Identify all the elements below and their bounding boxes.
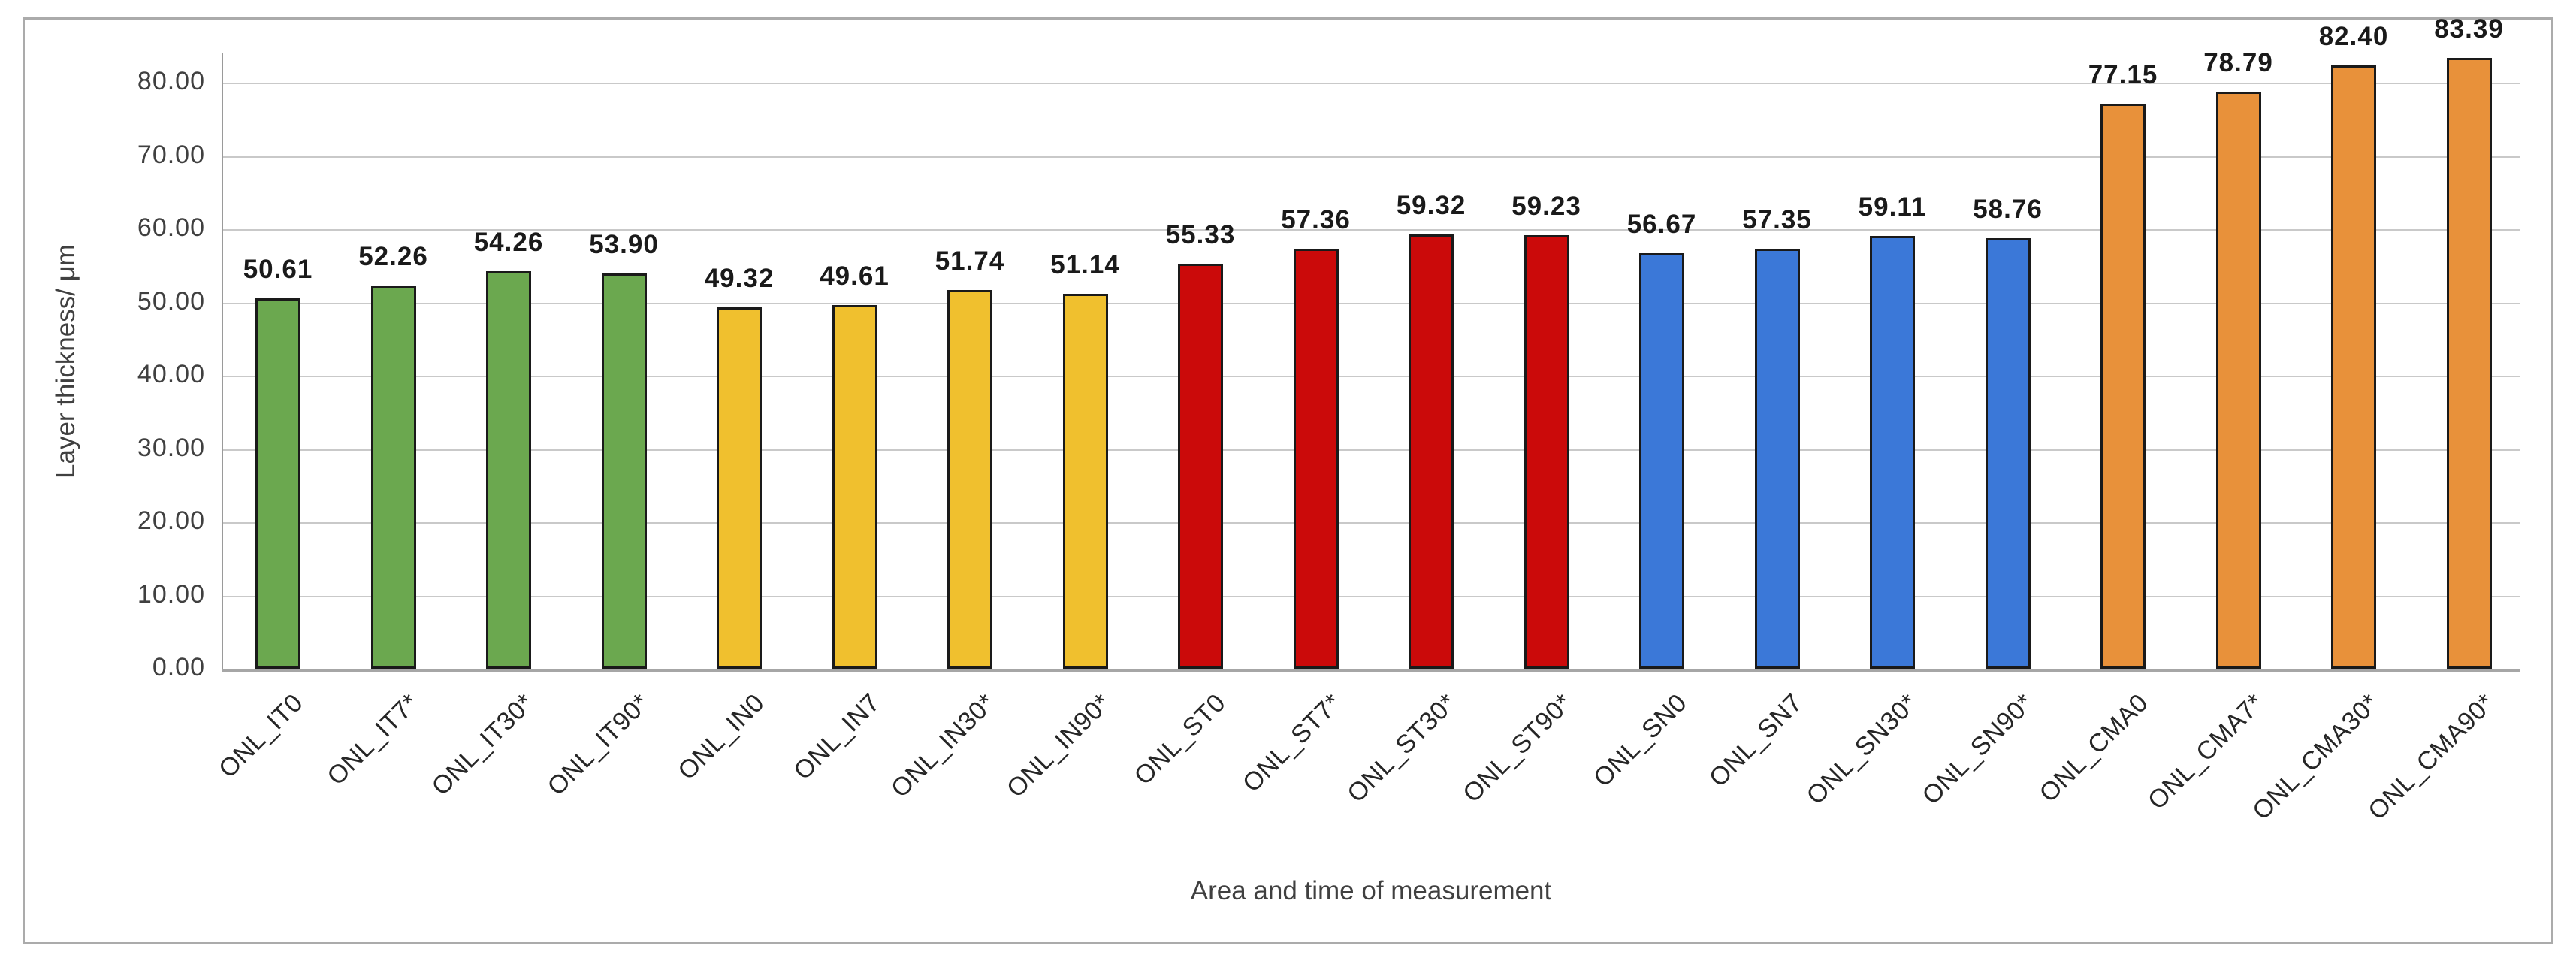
bar-ONL_IN30*	[947, 289, 992, 669]
bar-ONL_IT30*	[486, 270, 531, 669]
bar-ONL_CMA0	[2100, 103, 2146, 669]
bar-value-label: 53.90	[589, 230, 659, 260]
bar-value-label: 59.11	[1858, 192, 1927, 222]
gridline	[222, 522, 2520, 524]
bar-value-label: 52.26	[358, 242, 428, 272]
bar-value-label: 57.35	[1742, 204, 1812, 234]
y-axis-tick-label: 40.00	[137, 360, 205, 388]
bar-ONL_ST7*	[1293, 248, 1339, 669]
gridline	[222, 449, 2520, 451]
y-axis-tick-label: 0.00	[152, 653, 205, 681]
bar-ONL_IT0	[255, 298, 300, 669]
bar-value-label: 49.61	[820, 261, 889, 292]
y-axis-tick-label: 60.00	[137, 213, 205, 242]
gridline	[222, 83, 2520, 84]
bar-value-label: 54.26	[473, 227, 544, 257]
bar-ONL_CMA90*	[2446, 57, 2492, 669]
bar-value-label: 59.23	[1511, 191, 1581, 221]
bar-value-label: 58.76	[1973, 195, 2043, 225]
x-axis-line	[222, 669, 2520, 672]
bar-ONL_SN30*	[1870, 235, 1915, 669]
bar-value-label: 50.61	[243, 254, 313, 284]
bar-ONL_IN7	[832, 305, 877, 669]
bar-ONL_ST30*	[1409, 234, 1454, 669]
bar-value-label: 55.33	[1165, 219, 1236, 249]
y-axis-tick-label: 10.00	[137, 579, 205, 609]
y-axis-title: Layer thickness/ μm	[51, 244, 80, 479]
bar-ONL_IT90*	[601, 273, 647, 669]
bar-ONL_SN0	[1639, 253, 1684, 669]
gridline	[222, 302, 2520, 304]
bar-ONL_IT7*	[370, 286, 416, 669]
chart-frame: 50.61 52.26 54.26 53.90 49.32 49.61 51.74 51.14…	[23, 14, 2553, 944]
gridline	[222, 595, 2520, 597]
bar-value-label: 56.67	[1626, 210, 1697, 240]
bar-ONL_SN90*	[1985, 238, 2031, 669]
gridline	[222, 376, 2520, 377]
y-axis-line	[222, 53, 223, 670]
bar-value-label: 59.32	[1396, 190, 1466, 220]
bar-ONL_ST0	[1178, 263, 1223, 669]
gridline	[222, 229, 2520, 231]
bar-ONL_SN7	[1754, 248, 1800, 669]
bar-ONL_CMA7*	[2215, 91, 2261, 669]
bar-value-label: 51.74	[935, 246, 1005, 276]
bar-ONL_IN0	[717, 307, 762, 669]
gridline	[222, 156, 2520, 158]
bar-value-label: 78.79	[2203, 47, 2273, 77]
bar-value-label: 83.39	[2434, 14, 2504, 44]
bar-value-label: 51.14	[1050, 250, 1120, 280]
bar-value-label: 82.40	[2318, 21, 2389, 51]
y-axis-tick-label: 30.00	[137, 433, 205, 462]
bar-value-label: 57.36	[1281, 204, 1351, 234]
y-axis-tick-label: 70.00	[137, 140, 205, 169]
bar-value-label: 49.32	[704, 264, 775, 294]
x-axis-title: Area and time of measurement	[1190, 876, 1552, 905]
y-axis-tick-label: 50.00	[137, 286, 205, 316]
bar-ONL_ST90*	[1524, 234, 1569, 669]
y-axis-tick-label: 80.00	[137, 67, 205, 95]
bar-ONL_CMA30*	[2331, 65, 2376, 669]
bar-ONL_IN90*	[1062, 294, 1108, 669]
y-axis-tick-label: 20.00	[137, 506, 205, 535]
bar-value-label: 77.15	[2088, 59, 2158, 89]
